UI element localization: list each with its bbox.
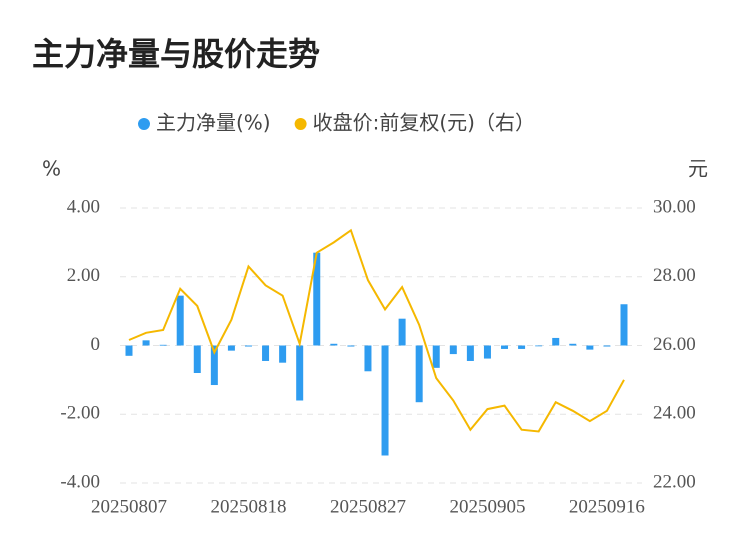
bar [518, 345, 526, 349]
x-tick-label: 20250827 [330, 496, 406, 517]
y2-axis-label: 元 [688, 157, 708, 181]
bar [262, 345, 270, 361]
legend-label: 收盘价:前复权(元)（右） [313, 111, 535, 135]
legend-label: 主力净量(%) [156, 111, 271, 135]
y2-tick-label: 30.00 [653, 196, 696, 217]
bar [552, 337, 560, 346]
bar [449, 345, 457, 355]
bar [159, 344, 167, 346]
bar [176, 295, 184, 346]
bar [586, 345, 594, 350]
bar [125, 345, 133, 356]
bar [415, 345, 423, 403]
bar [313, 252, 321, 346]
y-tick-label: 2.00 [67, 265, 100, 286]
bar [347, 345, 355, 347]
bar [244, 345, 252, 347]
legend-marker [294, 118, 307, 130]
bar [501, 345, 509, 349]
x-tick-label: 20250807 [91, 496, 167, 517]
x-tick-label: 20250905 [449, 496, 525, 517]
y2-tick-label: 24.00 [653, 403, 696, 424]
x-tick-label: 20250818 [210, 496, 286, 517]
y-tick-label: 0 [91, 334, 101, 355]
bar [569, 343, 577, 346]
bar [535, 345, 543, 347]
bar [330, 343, 338, 346]
bar [193, 345, 201, 373]
bar [227, 345, 235, 351]
bar [364, 345, 372, 372]
bar [142, 340, 150, 346]
bar [620, 304, 628, 346]
y2-tick-label: 26.00 [653, 334, 696, 355]
y2-tick-label: 28.00 [653, 265, 696, 286]
bar [279, 345, 287, 363]
bar [210, 345, 218, 386]
bar [381, 345, 389, 456]
x-tick-label: 20250916 [569, 496, 645, 517]
y-tick-label: -2.00 [60, 403, 100, 424]
y2-tick-label: 22.00 [653, 471, 696, 492]
bar [398, 318, 406, 346]
bar [483, 345, 491, 359]
line [128, 228, 625, 433]
y-tick-label: 4.00 [67, 196, 100, 217]
bar [296, 345, 304, 401]
y-tick-label: -4.00 [60, 471, 100, 492]
y-axis-label: % [42, 157, 61, 181]
bar [603, 345, 611, 347]
legend-marker [138, 118, 150, 130]
bar [432, 345, 440, 368]
chart-title: 主力净量与股价走势 [32, 35, 320, 73]
bar [466, 345, 474, 361]
